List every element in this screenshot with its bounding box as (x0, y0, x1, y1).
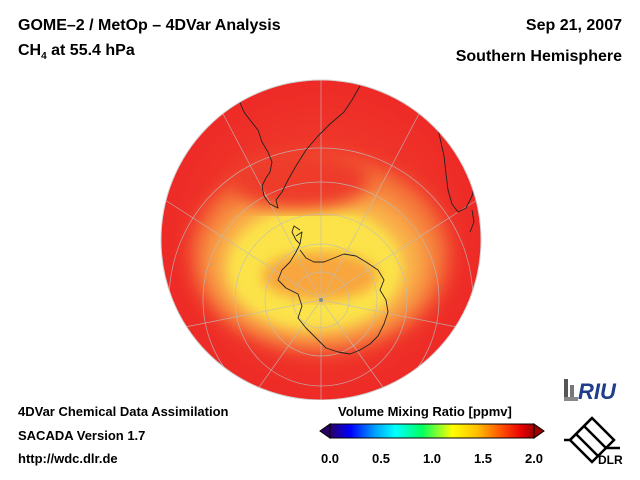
colorbar (319, 423, 545, 439)
madagascar-coast (469, 209, 475, 233)
map-title: GOME–2 / MetOp – 4DVar Analysis (18, 17, 281, 34)
dlr-logo-text: DLR (598, 453, 623, 467)
species-subscript: 4 (41, 51, 47, 63)
south-america-coast (231, 85, 361, 209)
africa-coast (435, 119, 477, 213)
south-pole-marker (319, 298, 323, 302)
colorbar-tick-label: 1.5 (473, 451, 493, 466)
species-level-label: CH4 at 55.4 hPa (18, 42, 135, 62)
riu-logo-bar-1 (564, 379, 568, 401)
colorbar-max-arrow (533, 423, 545, 439)
colorbar-tick-label: 0.0 (320, 451, 340, 466)
riu-logo-text: RIU (578, 379, 617, 404)
colorbar-gradient (329, 423, 535, 439)
footer-url: http://wdc.dlr.de (18, 451, 118, 466)
globe-map (160, 79, 482, 400)
footer-line-2: SACADA Version 1.7 (18, 428, 146, 443)
colorbar-tick-label: 2.0 (524, 451, 544, 466)
globe-field (161, 80, 481, 400)
dlr-logo: DLR (564, 416, 623, 467)
riu-logo-base (564, 397, 578, 401)
footer-line-1: 4DVar Chemical Data Assimilation (18, 404, 229, 419)
date-label: Sep 21, 2007 (525, 17, 622, 34)
dlr-logo-mark (564, 416, 620, 464)
level-label: at 55.4 hPa (46, 42, 135, 59)
riu-logo: RIU (564, 379, 617, 404)
colorbar-min-arrow (319, 423, 331, 439)
antarctica-coast (277, 231, 389, 355)
vortex-core (262, 252, 378, 300)
riu-logo-bar-2 (570, 385, 574, 401)
species-label: CH (18, 42, 42, 59)
hemisphere-label: Southern Hemisphere (455, 48, 622, 65)
globe-outline (160, 79, 482, 400)
antarctic-peninsula (291, 225, 301, 245)
red-intrusion (230, 150, 370, 210)
colorbar-tick-label: 0.5 (371, 451, 391, 466)
coastlines (231, 85, 477, 355)
colorbar-tick-label: 1.0 (422, 451, 442, 466)
colorbar-title: Volume Mixing Ratio [ppmv] (338, 404, 512, 419)
